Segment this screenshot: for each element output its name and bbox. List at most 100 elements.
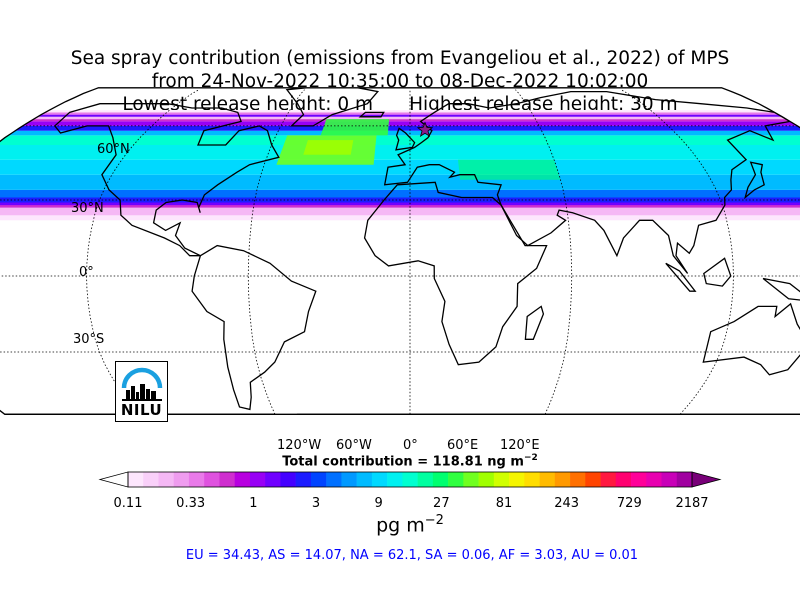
lat-label-30n: 30°N (71, 201, 104, 216)
colorbar-cell (600, 472, 617, 487)
colorbar-cell (219, 472, 235, 487)
colorbar-cell (570, 472, 586, 487)
map-outline (0, 87, 800, 415)
colorbar-cell (646, 472, 662, 487)
colorbar-tick-label: 2187 (675, 496, 709, 511)
nilu-logo: NILU (115, 361, 168, 422)
highest-release-height: Highest release height: 30 m (409, 94, 678, 115)
colorbar-cell (402, 472, 418, 487)
plume-band (0, 189, 800, 198)
landmass-outline (191, 244, 317, 411)
landmass-outline (665, 262, 697, 292)
colorbar-cell (463, 472, 479, 487)
lat-label-eq: 0° (79, 265, 94, 280)
colorbar-tick-label: 729 (616, 496, 642, 511)
map-title-line-3: Lowest release height: 0 m Highest releas… (0, 94, 800, 116)
lowest-release-height: Lowest release height: 0 m (122, 94, 374, 115)
regional-contributions: EU = 34.43, AS = 14.07, NA = 62.1, SA = … (185, 548, 639, 563)
plume-band (0, 159, 800, 175)
colorbar-cell (143, 472, 159, 487)
total-contribution: Total contribution = 118.81 ng m−2 (282, 453, 538, 470)
colorbar-cell (539, 472, 556, 487)
colorbar-cell (280, 472, 296, 487)
lat-label-30s: 30°S (73, 332, 105, 347)
colorbar-cell (509, 472, 525, 487)
colorbar-cell (249, 472, 266, 487)
station-star-icon (416, 121, 434, 138)
colorbar-cell (676, 472, 693, 487)
graticule-line (515, 89, 573, 415)
colorbar-cell (493, 472, 510, 487)
landmass-outline (703, 257, 732, 287)
logo-text: NILU (120, 401, 163, 419)
colorbar-tick-label: 0.11 (113, 496, 143, 511)
colorbar-tick-label: 27 (433, 496, 450, 511)
landmass-outline (358, 111, 385, 118)
landmass-outline (363, 181, 548, 366)
landmass-outline (762, 277, 800, 303)
world-map (0, 87, 800, 415)
colorbar-cell (417, 472, 434, 487)
lon-label-0: 0° (403, 438, 418, 453)
lon-label-120w: 120°W (277, 438, 322, 453)
colorbar-cell (631, 472, 647, 487)
colorbar-cell (448, 472, 464, 487)
colorbar-cell (478, 472, 495, 487)
plume-band (0, 174, 800, 190)
colorbar-tick-label: 9 (374, 496, 383, 511)
colorbar-cell (234, 472, 251, 487)
plume-band (458, 159, 561, 180)
colorbar-tick-label: 3 (311, 496, 321, 511)
landmass-outline (524, 305, 545, 340)
landmass-outline (285, 87, 380, 127)
colorbar-cell (173, 472, 190, 487)
colorbar-cell (432, 472, 449, 487)
colorbar-cell (204, 472, 220, 487)
plume-band (45, 110, 775, 113)
plume-band (15, 125, 800, 131)
landmass-outline (395, 127, 416, 151)
colorbar-cell (387, 472, 403, 487)
plume-band (303, 140, 354, 155)
colorbar-tick-label: 243 (554, 496, 580, 511)
lon-label-60w: 60°W (336, 438, 372, 453)
lat-label-60n: 60°N (97, 142, 130, 157)
colorbar-cell (128, 472, 144, 487)
colorbar-cell (554, 472, 571, 487)
colorbar-upper-extension (691, 471, 722, 488)
colorbar-cell (158, 472, 175, 487)
colorbar-cell (295, 472, 312, 487)
graticule-line (247, 89, 305, 415)
colorbar-cell (585, 472, 601, 487)
colorbar (98, 471, 722, 488)
landmass-outline (702, 302, 800, 376)
landmass-outline (744, 161, 765, 200)
colorbar-cell (356, 472, 373, 487)
colorbar-cell (371, 472, 388, 487)
colorbar-cell (524, 472, 540, 487)
colorbar-cell (341, 472, 357, 487)
colorbar-cell (188, 472, 205, 487)
landmass-outline (383, 90, 792, 274)
colorbar-cell (615, 472, 632, 487)
sea-spray-plume-field (0, 110, 800, 221)
map-title-line-2: from 24-Nov-2022 10:35:00 to 08-Dec-2022… (151, 71, 649, 92)
colorbar-tick-label: 1 (249, 496, 258, 511)
colorbar-cell (326, 472, 342, 487)
lon-label-120e: 120°E (500, 438, 540, 453)
plume-band (0, 207, 800, 216)
plume-band (33, 116, 787, 120)
colorbar-tick-label: 0.33 (176, 496, 206, 511)
colorbar-cell (265, 472, 281, 487)
colorbar-cell (310, 472, 327, 487)
plume-band (41, 112, 779, 115)
colorbar-lower-extension (98, 471, 129, 488)
colorbar-cell (661, 472, 678, 487)
map-title-line-1: Sea spray contribution (emissions from E… (70, 48, 730, 69)
landmass-outline (53, 103, 280, 257)
plume-band (0, 145, 800, 160)
colorbar-unit: pg m−2 (376, 513, 444, 537)
lon-label-60e: 60°E (447, 438, 479, 453)
colorbar-tick-label: 81 (495, 496, 513, 511)
plume-band (320, 119, 390, 136)
